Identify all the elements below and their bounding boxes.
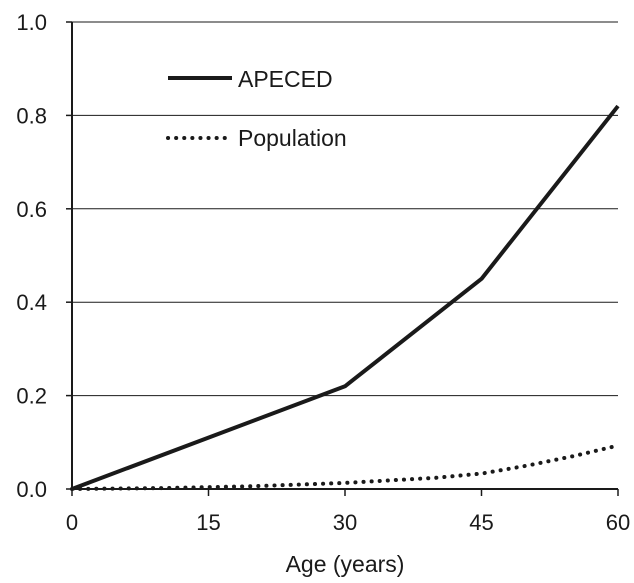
- y-tick-label: 1.0: [16, 10, 47, 35]
- x-tick-label: 30: [333, 510, 357, 535]
- x-tick-label: 60: [606, 510, 630, 535]
- x-tick-label: 15: [196, 510, 220, 535]
- y-tick-label: 0.4: [16, 290, 47, 315]
- x-tick-labels: 0 15 30 45 60: [66, 489, 630, 535]
- y-tick-label: 0.2: [16, 384, 47, 409]
- x-tick-label: 45: [469, 510, 493, 535]
- legend-label-apeced: APECED: [238, 66, 333, 92]
- series: [70, 104, 620, 491]
- legend: APECED Population: [166, 66, 347, 151]
- series-line-apeced: [71, 104, 620, 491]
- y-tick-label: 0.6: [16, 197, 47, 222]
- axes: [71, 22, 618, 490]
- x-axis-title: Age (years): [286, 551, 405, 577]
- gridlines: [72, 21, 618, 397]
- legend-label-population: Population: [238, 125, 347, 151]
- y-tick-labels: 0.0 0.2 0.4 0.6 0.8 1.0: [16, 10, 72, 502]
- y-tick-label: 0.0: [16, 477, 47, 502]
- series-line-population: [70, 443, 620, 491]
- y-tick-label: 0.8: [16, 103, 47, 128]
- x-tick-label: 0: [66, 510, 78, 535]
